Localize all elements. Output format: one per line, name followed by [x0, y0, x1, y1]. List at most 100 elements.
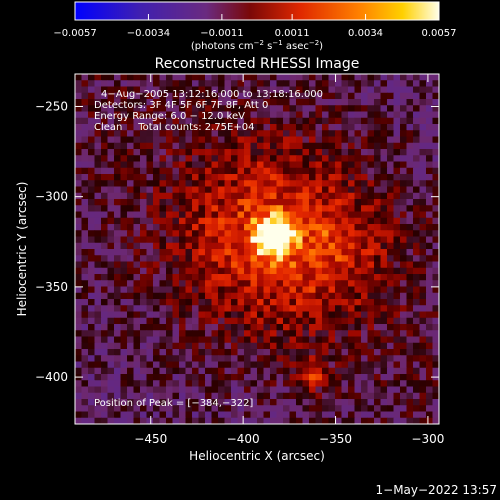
heatmap-cell — [146, 224, 154, 231]
heatmap-cell — [101, 349, 109, 356]
heatmap-cell — [289, 249, 297, 256]
heatmap-cell — [120, 399, 128, 406]
heatmap-cell — [270, 217, 278, 225]
heatmap-cell — [224, 117, 232, 125]
heatmap-cell — [120, 124, 128, 131]
colorbar-tick-label: 0.0011 — [275, 28, 310, 39]
heatmap-cell — [263, 380, 271, 388]
heatmap-cell — [387, 230, 395, 238]
x-axis-ticks: −450 −400 −350 −300 — [134, 74, 444, 446]
heatmap-cell — [224, 280, 232, 288]
heatmap-cell — [413, 180, 421, 188]
heatmap-cell — [75, 111, 83, 119]
heatmap-cell — [107, 386, 115, 394]
heatmap-cell — [387, 136, 395, 144]
heatmap-cell — [393, 299, 401, 306]
heatmap-cell — [75, 399, 83, 406]
heatmap-cell — [426, 80, 434, 88]
heatmap-cell — [270, 80, 278, 88]
heatmap-cell — [315, 161, 323, 169]
heatmap-cell — [289, 192, 297, 200]
heatmap-cell — [302, 236, 310, 244]
heatmap-cell — [276, 199, 284, 206]
heatmap-cell — [296, 167, 304, 175]
heatmap-cell — [341, 261, 349, 269]
heatmap-cell — [432, 149, 439, 156]
heatmap-cell — [140, 355, 148, 363]
heatmap-cell — [283, 92, 291, 100]
heatmap-cell — [283, 136, 291, 144]
heatmap-cell — [250, 280, 258, 288]
heatmap-cell — [146, 267, 154, 275]
heatmap-cell — [224, 299, 232, 306]
heatmap-cell — [276, 399, 284, 406]
heatmap-cell — [426, 374, 434, 381]
heatmap-cell — [153, 99, 161, 106]
heatmap-cell — [276, 92, 284, 100]
heatmap-cell — [406, 342, 414, 350]
heatmap-cell — [257, 317, 265, 325]
heatmap-cell — [94, 374, 102, 381]
heatmap-cell — [393, 267, 401, 275]
heatmap-cell — [361, 349, 369, 356]
heatmap-cell — [172, 330, 180, 338]
heatmap-cell — [218, 111, 226, 119]
heatmap-cell — [296, 286, 304, 294]
heatmap-cell — [315, 199, 323, 206]
heatmap-cell — [348, 317, 356, 325]
heatmap-cell — [335, 236, 343, 244]
heatmap-cell — [289, 155, 297, 163]
heatmap-cell — [380, 280, 388, 288]
heatmap-cell — [133, 130, 141, 138]
heatmap-cell — [133, 149, 141, 156]
heatmap-cell — [198, 117, 206, 125]
heatmap-cell — [146, 305, 154, 313]
heatmap-cell — [432, 255, 439, 263]
heatmap-cell — [94, 161, 102, 169]
heatmap-cell — [400, 111, 408, 119]
colorbar-tick-label: −0.0034 — [127, 28, 170, 39]
heatmap-cell — [406, 192, 414, 200]
heatmap-cell — [309, 186, 317, 194]
heatmap-cell — [159, 305, 167, 313]
heatmap-cell — [263, 361, 271, 369]
heatmap-cell — [270, 211, 278, 219]
heatmap-cell — [328, 380, 336, 388]
heatmap-cell — [328, 242, 336, 250]
heatmap-cell — [120, 299, 128, 306]
heatmap-cell — [257, 374, 265, 381]
heatmap-cell — [224, 205, 232, 213]
heatmap-cell — [120, 174, 128, 181]
heatmap-cell — [107, 411, 115, 419]
heatmap-cell — [400, 286, 408, 294]
heatmap-cell — [426, 324, 434, 331]
heatmap-cell — [309, 92, 317, 100]
heatmap-cell — [205, 392, 213, 400]
heatmap-cell — [380, 336, 388, 344]
heatmap-cell — [237, 161, 245, 169]
heatmap-cell — [114, 255, 122, 263]
heatmap-cell — [296, 274, 304, 281]
heatmap-cell — [159, 86, 167, 94]
heatmap-cell — [94, 111, 102, 119]
heatmap-cell — [140, 161, 148, 169]
heatmap-cell — [309, 280, 317, 288]
heatmap-cell — [114, 130, 122, 138]
heatmap-cell — [107, 392, 115, 400]
heatmap-cell — [263, 299, 271, 306]
heatmap-cell — [335, 161, 343, 169]
heatmap-cell — [133, 86, 141, 94]
heatmap-cell — [393, 130, 401, 138]
heatmap-cell — [250, 155, 258, 163]
heatmap-cell — [406, 255, 414, 263]
heatmap-cell — [283, 74, 291, 81]
heatmap-cell — [237, 342, 245, 350]
heatmap-cell — [283, 342, 291, 350]
heatmap-cell — [231, 324, 239, 331]
heatmap-cell — [192, 130, 200, 138]
heatmap-cell — [432, 399, 439, 406]
heatmap-cell — [400, 80, 408, 88]
heatmap-cell — [289, 342, 297, 350]
heatmap-cell — [380, 155, 388, 163]
heatmap-cell — [114, 142, 122, 150]
